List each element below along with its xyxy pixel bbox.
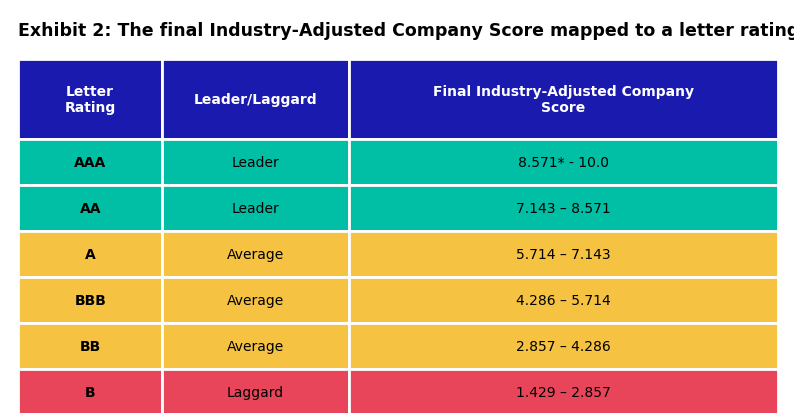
Bar — [163, 60, 349, 140]
Bar — [18, 277, 163, 323]
Bar — [163, 369, 349, 413]
Text: 5.714 – 7.143: 5.714 – 7.143 — [516, 247, 611, 261]
Text: Final Industry-Adjusted Company
Score: Final Industry-Adjusted Company Score — [433, 85, 694, 115]
Bar — [163, 140, 349, 185]
Text: 1.429 – 2.857: 1.429 – 2.857 — [516, 385, 611, 399]
Bar — [349, 369, 778, 413]
Bar — [349, 140, 778, 185]
Text: Leader/Laggard: Leader/Laggard — [194, 93, 318, 107]
Text: Average: Average — [227, 293, 284, 307]
Bar — [349, 60, 778, 140]
Text: Average: Average — [227, 247, 284, 261]
Text: 4.286 – 5.714: 4.286 – 5.714 — [516, 293, 611, 307]
Bar — [18, 60, 163, 140]
Text: B: B — [85, 385, 95, 399]
Text: AAA: AAA — [74, 156, 106, 170]
Bar — [18, 369, 163, 413]
Bar — [18, 231, 163, 277]
Bar — [349, 277, 778, 323]
Text: BBB: BBB — [75, 293, 106, 307]
Text: 7.143 – 8.571: 7.143 – 8.571 — [516, 202, 611, 216]
Text: A: A — [85, 247, 95, 261]
Bar — [163, 323, 349, 369]
Bar — [18, 140, 163, 185]
Text: Exhibit 2: The final Industry-Adjusted Company Score mapped to a letter rating: Exhibit 2: The final Industry-Adjusted C… — [18, 22, 794, 40]
Text: BB: BB — [79, 339, 101, 353]
Text: Laggard: Laggard — [227, 385, 284, 399]
Bar — [163, 277, 349, 323]
Text: Average: Average — [227, 339, 284, 353]
Bar — [18, 323, 163, 369]
Text: Leader: Leader — [232, 202, 279, 216]
Text: Leader: Leader — [232, 156, 279, 170]
Bar — [349, 185, 778, 231]
Bar — [18, 185, 163, 231]
Bar — [163, 185, 349, 231]
Text: Letter
Rating: Letter Rating — [64, 85, 116, 115]
Bar — [163, 231, 349, 277]
Bar — [349, 323, 778, 369]
Text: 2.857 – 4.286: 2.857 – 4.286 — [516, 339, 611, 353]
Text: AA: AA — [79, 202, 101, 216]
Text: 8.571* - 10.0: 8.571* - 10.0 — [518, 156, 609, 170]
Bar — [349, 231, 778, 277]
